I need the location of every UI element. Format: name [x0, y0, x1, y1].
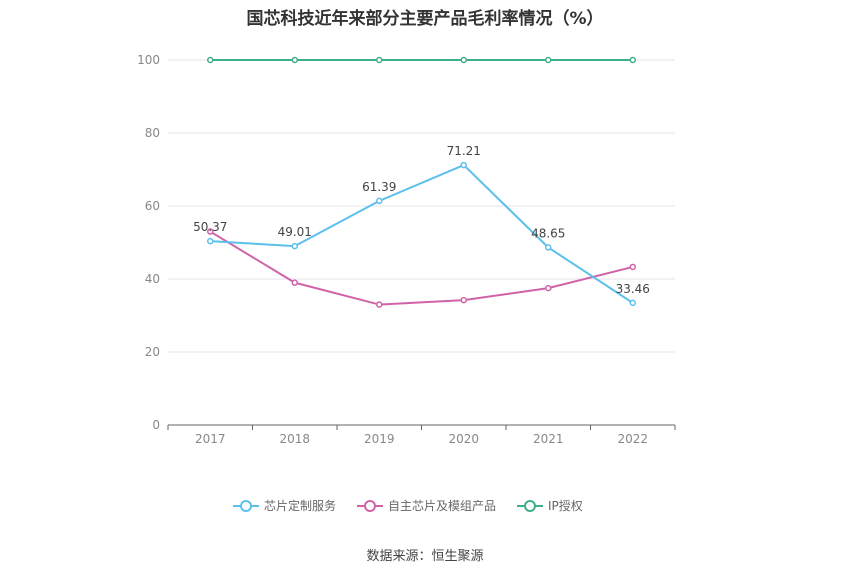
legend-marker [524, 500, 536, 512]
legend-marker [364, 500, 376, 512]
data-label: 49.01 [278, 225, 312, 239]
y-tick-label: 0 [152, 418, 160, 432]
x-tick-label: 2019 [364, 432, 395, 446]
series-line [209, 230, 633, 306]
line-chart: 0 20 40 60 80 100 2017 2018 2019 2020 2021 2022 50.… [137, 53, 676, 513]
data-point [629, 299, 636, 307]
data-point [460, 296, 467, 304]
chart-title: 国芯科技近年来部分主要产品毛利率情况（%） [246, 9, 604, 29]
legend-label: 自主芯片及模组产品 [388, 499, 496, 513]
x-tick-label: 2017 [195, 432, 226, 446]
data-point [291, 242, 298, 250]
data-point [629, 56, 636, 64]
data-point [545, 284, 552, 292]
y-tick-label: 80 [145, 126, 160, 140]
legend: 芯片定制服务 自主芯片及模组产品 IP授权 [233, 498, 583, 513]
data-point [460, 56, 467, 64]
y-tick-label: 40 [145, 272, 160, 286]
x-tick-label: 2021 [533, 432, 564, 446]
data-point [291, 56, 298, 64]
y-tick-label: 60 [145, 199, 160, 213]
legend-marker [240, 500, 252, 512]
data-point [207, 56, 214, 64]
data-point [207, 237, 214, 245]
legend-label: IP授权 [548, 498, 583, 513]
y-tick-label: 20 [145, 345, 160, 359]
legend-label: 芯片定制服务 [264, 498, 336, 513]
x-tick-label: 2018 [279, 432, 310, 446]
x-tick-label: 2022 [617, 432, 648, 446]
axes: 0 20 40 60 80 100 2017 2018 2019 2020 2021 2022 [137, 53, 676, 446]
data-point [376, 197, 383, 205]
data-point [460, 161, 467, 169]
grid-lines [168, 59, 675, 353]
data-label: 48.65 [531, 226, 565, 240]
data-point [629, 263, 636, 271]
data-point [376, 56, 383, 64]
y-tick-label: 100 [137, 53, 160, 67]
source-note: 数据来源：恒生聚源 [366, 549, 484, 564]
data-label: 50.37 [193, 220, 227, 234]
data-point [207, 228, 214, 235]
series-lines [207, 56, 636, 308]
data-label: 61.39 [362, 180, 396, 194]
series-line [210, 163, 634, 304]
x-tick-label: 2020 [448, 432, 479, 446]
data-point [545, 56, 552, 64]
data-point [376, 301, 383, 308]
data-label: 33.46 [616, 282, 650, 296]
data-point [291, 279, 298, 286]
data-label: 71.21 [447, 144, 481, 158]
data-point [545, 244, 552, 251]
data-labels: 50.37 49.01 61.39 71.21 48.65 33.46 [193, 144, 650, 296]
